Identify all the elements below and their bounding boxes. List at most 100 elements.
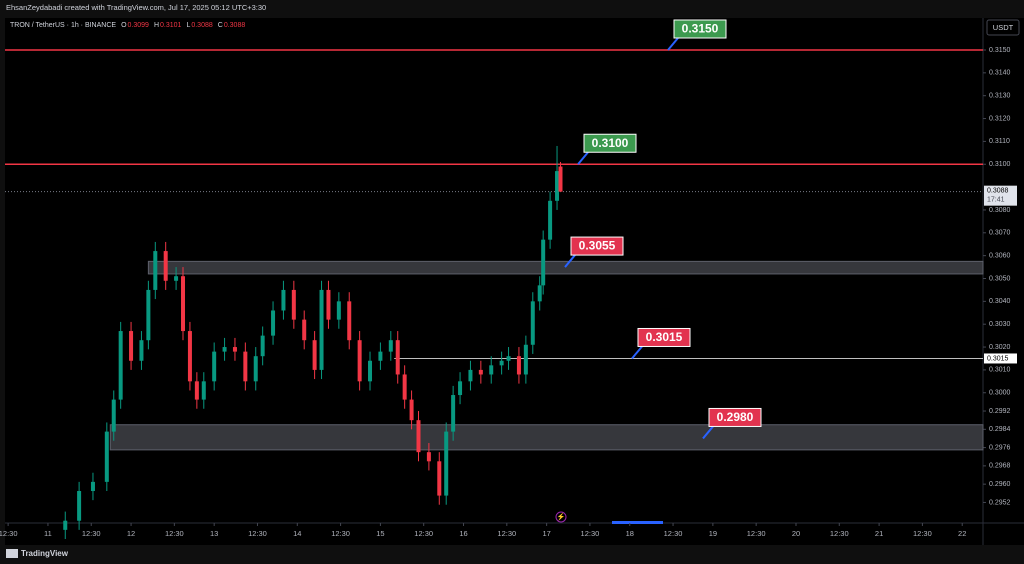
currency-button[interactable] (986, 19, 1020, 36)
candle-body (212, 351, 217, 382)
candle-body (489, 365, 494, 375)
candle-body (153, 251, 158, 290)
candle-body (548, 200, 553, 240)
y-tick-label: 0.3070 (989, 230, 1011, 237)
candle-body (281, 289, 286, 311)
brand: TradingView (21, 549, 69, 558)
candle-body (378, 351, 383, 361)
y-tick-label: 0.3080 (989, 207, 1011, 214)
candle-body (326, 289, 331, 320)
candle-body (437, 461, 442, 496)
x-tick-label: 12:30 (331, 529, 350, 538)
callout-box (583, 133, 637, 153)
axis-price-box (984, 353, 1017, 364)
callout-label: 0.3015 (646, 330, 683, 344)
event-icon[interactable] (555, 511, 567, 523)
candle-body (302, 319, 307, 341)
candle-body (347, 301, 352, 341)
candle-body (312, 340, 317, 370)
axis-price-label: 0.3015 (987, 355, 1009, 362)
ohlc-value: 0.3099 (128, 22, 150, 29)
candle-body (174, 276, 179, 281)
candle-body (444, 431, 449, 496)
candle-body (129, 331, 134, 361)
candle-body (499, 360, 504, 366)
x-tick-label: 21 (875, 529, 883, 538)
y-tick-label: 0.3100 (989, 161, 1011, 168)
candle-body (201, 381, 206, 400)
chart-layer: 0.3150 0.3140 0.3130 0.3120 0.3110 0.3100 0.30… (0, 19, 1017, 539)
candle-body (388, 340, 393, 352)
x-tick-label: 16 (459, 529, 467, 538)
x-tick-label: 12:30 (913, 529, 932, 538)
y-tick-label: 0.2992 (989, 408, 1011, 415)
range-marker (612, 521, 663, 524)
callout-pointer (631, 345, 643, 360)
candle-body (523, 344, 528, 375)
x-tick-label: 12:30 (165, 529, 184, 538)
candle-body (181, 276, 186, 332)
x-tick-label: 13 (210, 529, 218, 538)
candle-body (291, 289, 296, 320)
callout-label: 0.3055 (579, 239, 616, 253)
candle-body (222, 347, 227, 352)
currency[interactable]: USDT (993, 23, 1014, 32)
candle-body (243, 351, 248, 382)
time-axis (5, 523, 983, 545)
candle-body (271, 310, 276, 336)
callout-box (637, 327, 691, 347)
y-tick-label: 0.2976 (989, 444, 1011, 451)
x-tick-label: 18 (626, 529, 634, 538)
y-tick-label: 0.3110 (989, 138, 1010, 145)
candle-body (232, 347, 237, 352)
candle-body (395, 340, 400, 375)
y-tick-label: 0.2984 (989, 426, 1011, 433)
candle-body (194, 381, 199, 400)
candle-body (336, 301, 341, 320)
candle-body (416, 420, 421, 453)
x-tick-label: 12:30 (82, 529, 101, 538)
zone (109, 424, 984, 451)
legend: TRON / TetherUS · 1h · BINANCE O0.3099 H0.… (10, 22, 245, 29)
y-tick-label: 0.3000 (989, 390, 1011, 397)
candle-body (357, 340, 362, 382)
candle-body (104, 431, 109, 482)
y-tick-label: 0.3040 (989, 298, 1011, 305)
candle-body (187, 331, 192, 382)
callout-pointer (667, 37, 679, 51)
y-tick-label: 0.2968 (989, 463, 1011, 470)
ohlc-value: 0.3088 (224, 22, 246, 29)
y-tick-label: 0.3060 (989, 252, 1011, 259)
ohlc-key: C (218, 22, 223, 29)
candle-body (451, 395, 456, 432)
y-tick-label: 0.3050 (989, 275, 1011, 282)
candle-body (530, 301, 535, 345)
ohlc-value: 0.3088 (191, 22, 213, 29)
candle-body (468, 369, 473, 382)
y-tick-label: 0.3150 (989, 47, 1011, 54)
x-tick-label: 15 (376, 529, 384, 538)
x-tick-label: 12:30 (414, 529, 433, 538)
candle-body (426, 452, 431, 462)
y-tick-label: 0.3010 (989, 367, 1011, 374)
candle-body (260, 335, 265, 357)
callout-label: 0.2980 (717, 410, 754, 424)
candle-body (139, 340, 144, 361)
last-price-box (984, 185, 1017, 206)
plot-area (5, 18, 983, 523)
x-tick-label: 14 (293, 529, 301, 538)
y-tick-label: 0.2960 (989, 481, 1011, 488)
candle-body (253, 356, 258, 382)
ohlc-key: O (121, 22, 127, 29)
y-tick-label: 0.3140 (989, 70, 1011, 77)
candle-body (111, 399, 116, 432)
x-tick-label: 17 (542, 529, 550, 538)
callout-box (673, 19, 727, 39)
candle-body (558, 166, 563, 192)
y-tick-label: 0.3120 (989, 115, 1011, 122)
candle-body (146, 289, 151, 341)
callout-label: 0.3150 (682, 22, 719, 36)
candle-body (319, 289, 324, 370)
callout-pointer (577, 151, 589, 165)
